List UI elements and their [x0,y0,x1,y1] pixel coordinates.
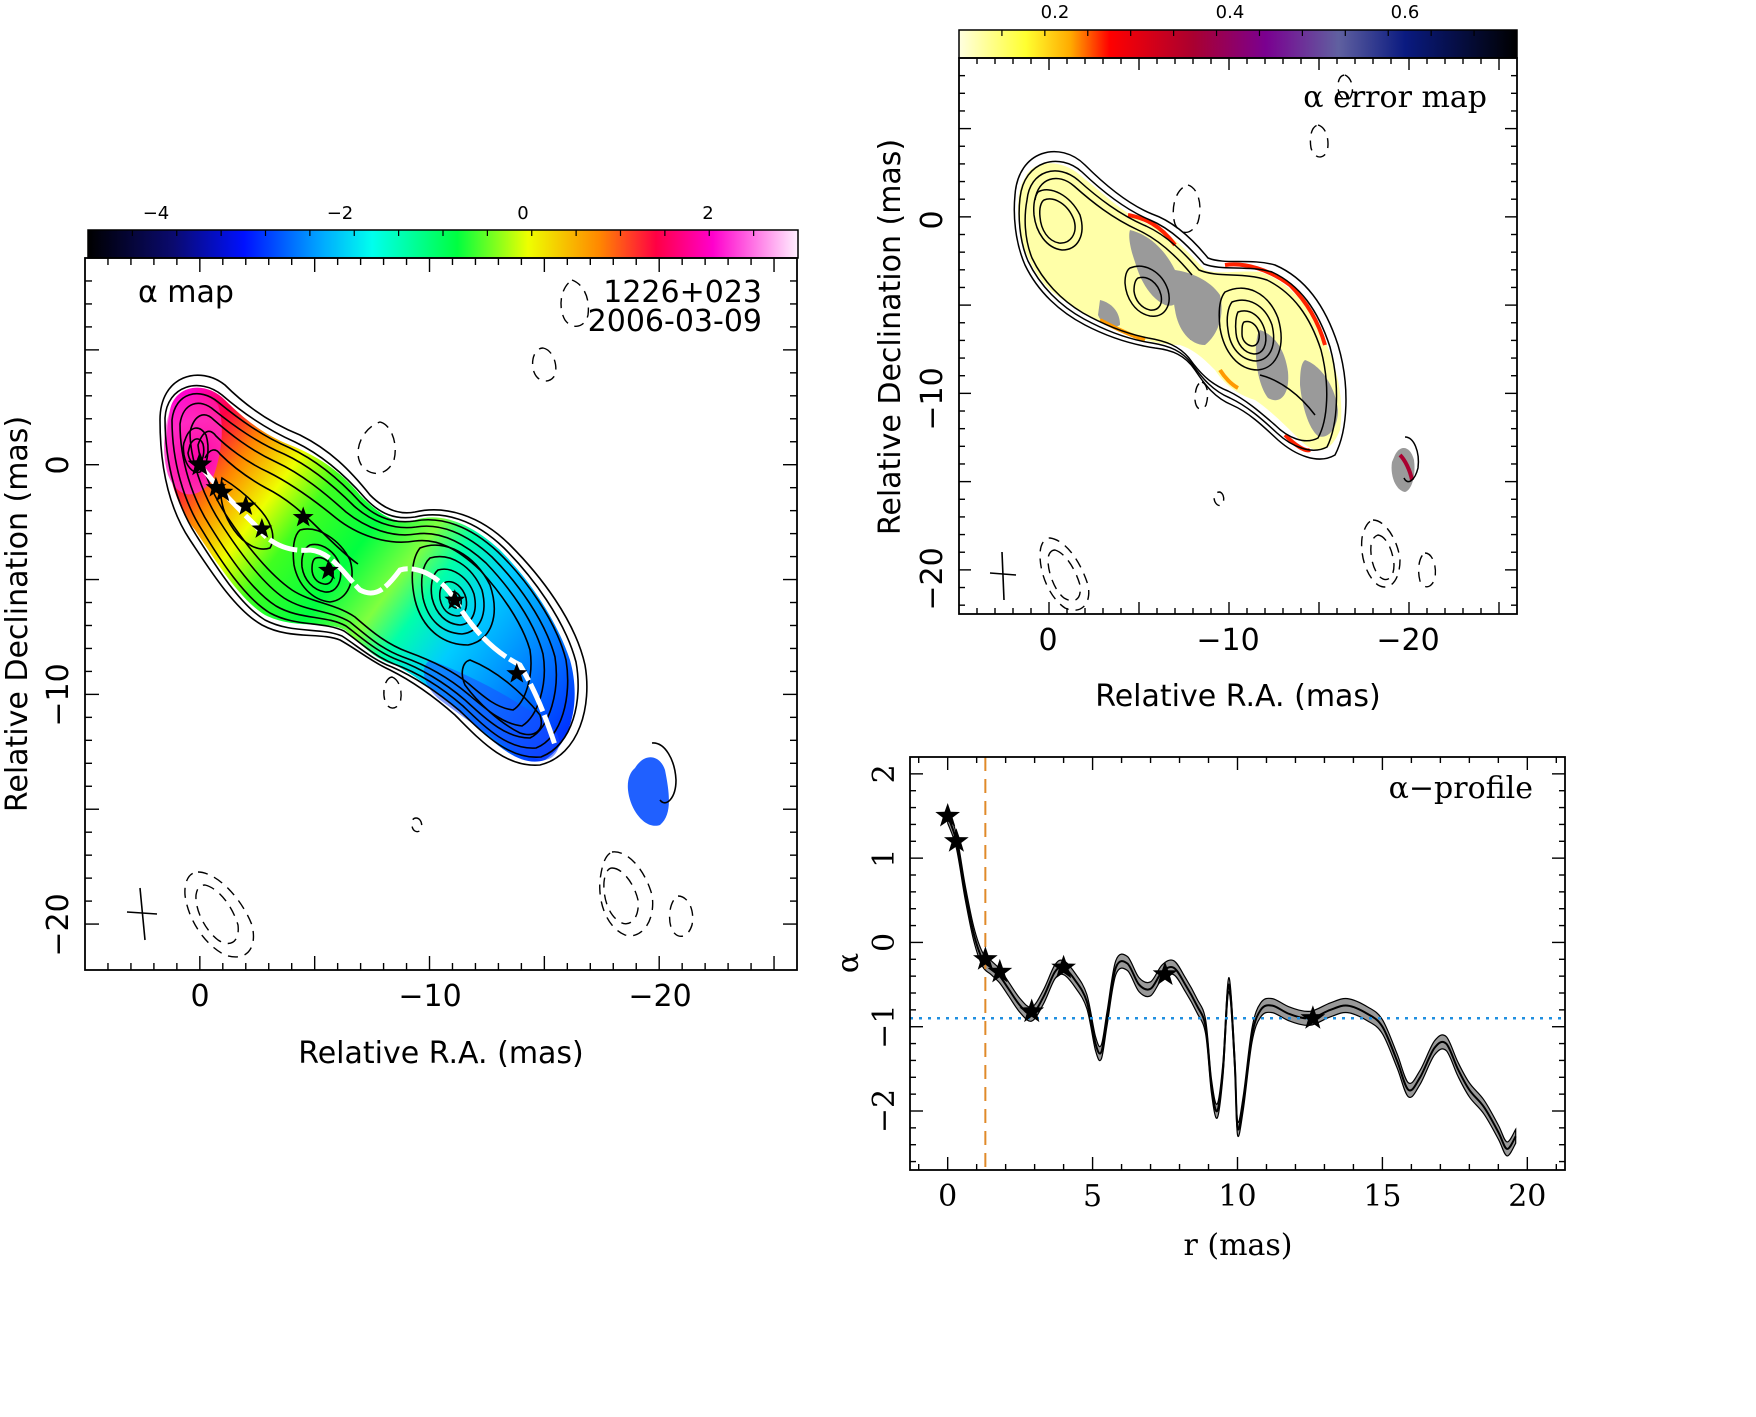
error-map-image [989,74,1437,611]
profile-xtick-label: 0 [938,1179,957,1214]
alpha-profile-panel: α−profile 0 5 10 15 20 210−1−2 r (mas) α [831,756,1566,1263]
error-ytick-0: 0 [915,210,950,229]
alpha-ylabel: Relative Declination (mas) [0,416,35,812]
alpha-beam [126,887,158,941]
profile-xtick-label: 15 [1363,1179,1401,1214]
profile-xtick-label: 10 [1218,1179,1256,1214]
error-panel-title: α error map [1303,80,1487,115]
alpha-source-name: 1226+023 [603,275,762,310]
alpha-star-marker [292,506,314,527]
profile-xtick-labels: 0 5 10 15 20 [938,1179,1546,1214]
error-map-panel: 0.2 0.4 0.6 [873,2,1518,714]
error-frame-ticks [959,58,1517,614]
profile-markers [935,803,1326,1029]
profile-star-marker [987,958,1013,983]
profile-star-marker [1019,998,1045,1023]
profile-ytick-label: 2 [867,764,902,783]
alpha-panel-title: α map [138,275,234,310]
profile-star-marker [944,828,969,852]
error-colorbar [958,29,1518,59]
error-plot-frame [958,57,1518,615]
error-xtick-1: −10 [1196,623,1259,658]
profile-ytick-labels: 2 1 0 −1 −2 [867,764,902,1133]
alpha-plot-frame [84,257,798,971]
profile-star-marker [973,946,998,970]
profile-star-marker [935,803,960,827]
alpha-jet-fill [166,387,575,762]
profile-xlabel: r (mas) [1183,1228,1292,1263]
alpha-star-marker [251,518,273,538]
profile-plot-frame [909,756,1566,1171]
alpha-map-panel: −4 −2 0 2 [0,203,799,1071]
alpha-cb-label-1: −2 [327,203,354,224]
alpha-map-image [126,279,694,958]
alpha-xlabel: Relative R.A. (mas) [298,1036,584,1071]
alpha-date: 2006-03-09 [588,304,762,339]
alpha-ytick-1: −10 [41,663,76,726]
alpha-xtick-1: −10 [398,979,461,1014]
alpha-neg-contours [184,279,694,958]
profile-star-marker [1152,961,1178,985]
alpha-xtick-0: 0 [190,979,209,1014]
profile-star-marker [1300,1005,1326,1029]
profile-ytick-label: −1 [867,1005,902,1049]
error-ytick-1: −10 [915,367,950,430]
alpha-star-marker [506,662,528,683]
alpha-stars [187,451,528,683]
profile-ytick-label: −2 [867,1089,902,1133]
error-xlabel: Relative R.A. (mas) [1095,679,1381,714]
alpha-star-marker [212,481,234,502]
alpha-blob-component [627,757,669,826]
profile-ytick-label: 0 [867,933,902,952]
profile-star-marker [1051,954,1076,979]
error-neg-contours [1039,74,1437,611]
profile-xtick-label: 20 [1508,1179,1546,1214]
error-ylabel: Relative Declination (mas) [873,139,908,535]
alpha-cb-label-2: 0 [517,203,528,224]
error-xtick-2: −20 [1376,623,1439,658]
profile-xtick-label: 5 [1083,1179,1102,1214]
alpha-cb-label-3: 2 [702,203,713,224]
profile-panel-title: α−profile [1389,771,1533,806]
alpha-colorbar-ticks [131,230,755,236]
profile-line [946,815,1517,1150]
error-colorbar-ticks [1001,30,1475,36]
alpha-ytick-2: −20 [41,893,76,956]
profile-frame-ticks [910,757,1565,1170]
profile-ytick-label: 1 [867,849,902,868]
alpha-star-marker [205,476,227,497]
error-cb-label-1: 0.4 [1216,2,1245,23]
error-ytick-2: −20 [915,547,950,610]
alpha-star-marker [235,495,257,515]
error-cb-label-2: 0.6 [1391,2,1420,23]
error-xtick-0: 0 [1038,623,1057,658]
profile-ylabel: α [831,953,866,973]
alpha-core-pink [164,393,222,495]
error-beam [989,551,1017,601]
alpha-cb-label-0: −4 [143,203,170,224]
alpha-star-marker [318,559,339,580]
alpha-star-marker [187,451,213,476]
alpha-xtick-2: −20 [628,979,691,1014]
error-contours [1013,150,1420,483]
alpha-star-marker [444,589,466,610]
alpha-frame-ticks [85,258,797,970]
error-cb-label-0: 0.2 [1041,2,1070,23]
alpha-ytick-0: 0 [41,455,76,474]
profile-error-band [947,808,1517,1157]
